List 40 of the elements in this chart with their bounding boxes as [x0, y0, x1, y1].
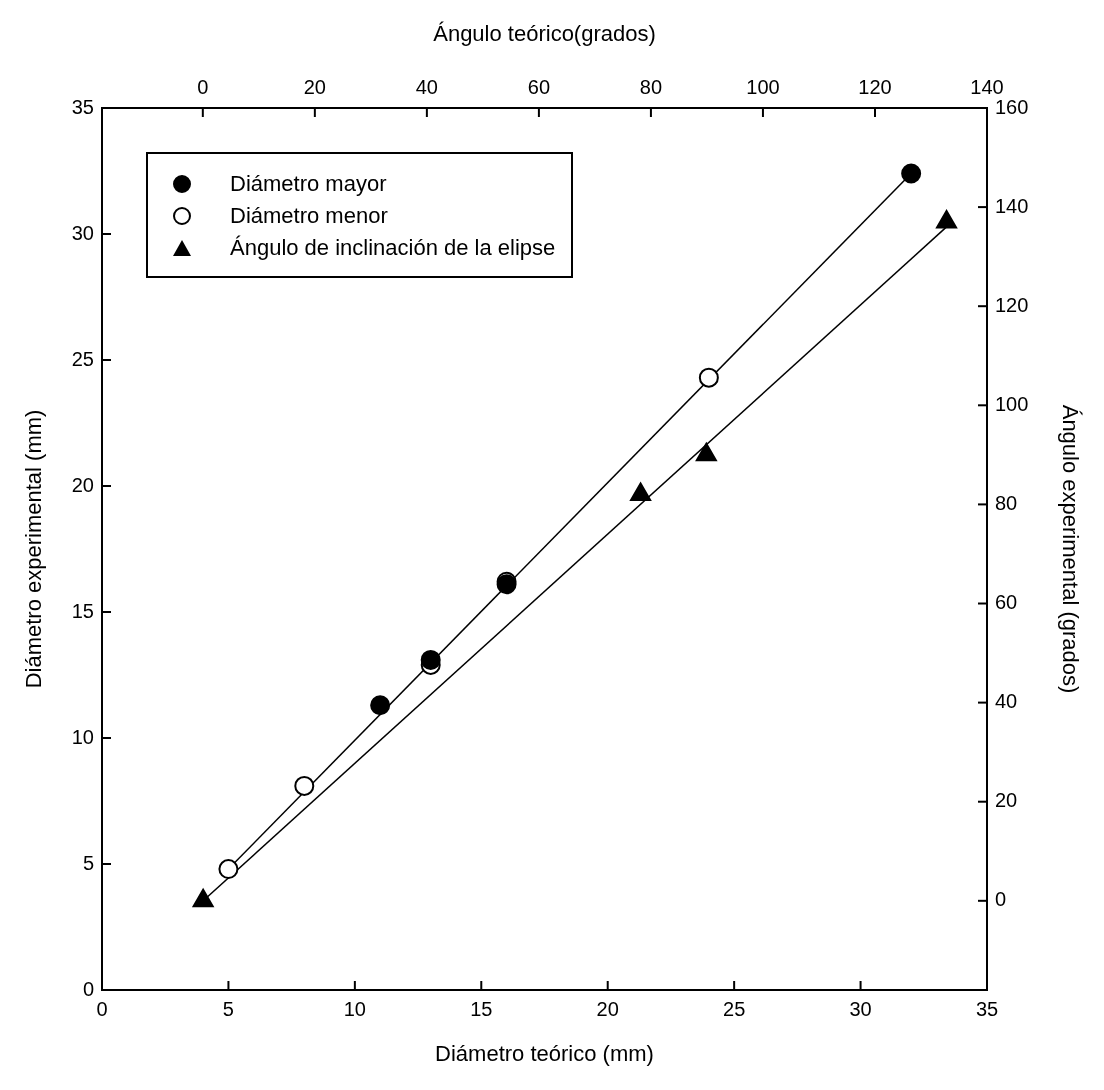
- x-tick-label: 20: [596, 997, 619, 1020]
- y2-tick-label: 80: [995, 491, 1018, 514]
- y2-tick-label: 40: [995, 690, 1018, 713]
- y-tick-label: 10: [71, 725, 94, 748]
- y2-tick-label: 60: [995, 591, 1018, 614]
- y-tick-label: 15: [71, 599, 94, 622]
- legend-label: Ángulo de inclinación de la elipse: [230, 235, 556, 261]
- x2-tick-label: 0: [197, 75, 209, 98]
- x-tick-label: 30: [849, 997, 872, 1020]
- y-tick-label: 5: [82, 851, 94, 874]
- y2-tick-label: 120: [995, 293, 1029, 316]
- x2-tick-label: 40: [415, 75, 438, 98]
- y-tick-label: 25: [71, 347, 94, 370]
- x2-tick-label: 120: [858, 75, 892, 98]
- y-tick-label: 30: [71, 221, 94, 244]
- x-tick-label: 15: [470, 997, 493, 1020]
- y2-tick-label: 160: [995, 95, 1029, 118]
- x2-axis-title: Ángulo teórico(grados): [433, 21, 656, 47]
- y2-tick-label: 140: [995, 194, 1029, 217]
- y2-tick-label: 100: [995, 392, 1029, 415]
- legend-label: Diámetro menor: [230, 203, 388, 229]
- y-tick-label: 20: [71, 473, 94, 496]
- y-tick-label: 35: [71, 95, 94, 118]
- x-axis-title: Diámetro teórico (mm): [435, 1040, 654, 1066]
- x2-tick-label: 20: [303, 75, 326, 98]
- x-tick-label: 0: [96, 997, 108, 1020]
- x-tick-label: 25: [723, 997, 746, 1020]
- x-tick-label: 5: [222, 997, 234, 1020]
- x-tick-label: 35: [975, 997, 999, 1020]
- y2-tick-label: 0: [995, 888, 1007, 911]
- y2-axis-title: Ángulo experimental (grados): [1057, 404, 1083, 694]
- x-tick-label: 10: [343, 997, 366, 1020]
- y-tick-label: 0: [82, 977, 94, 1000]
- x2-tick-label: 100: [746, 75, 780, 98]
- x2-tick-label: 140: [970, 75, 1004, 98]
- y-axis-title: Diámetro experimental (mm): [21, 409, 47, 689]
- legend-label: Diámetro mayor: [230, 171, 387, 197]
- y2-tick-label: 20: [995, 789, 1018, 812]
- x2-tick-label: 80: [639, 75, 663, 98]
- x2-tick-label: 60: [527, 75, 551, 98]
